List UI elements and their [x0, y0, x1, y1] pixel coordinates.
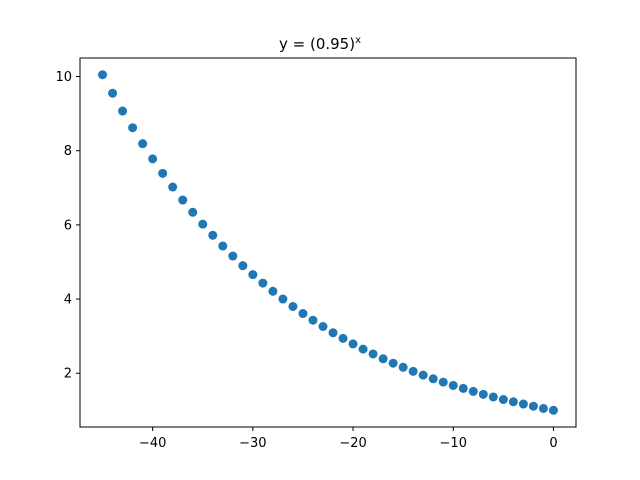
chart-title-superscript: x	[355, 35, 361, 46]
data-point	[448, 380, 458, 390]
data-point	[288, 301, 298, 311]
data-point	[198, 219, 208, 229]
data-point	[238, 261, 248, 271]
y-tick-label: 4	[64, 293, 72, 308]
data-point	[538, 403, 548, 413]
data-point	[218, 241, 228, 251]
data-point	[418, 370, 428, 380]
data-point	[168, 182, 178, 192]
data-point	[488, 392, 498, 402]
data-point	[378, 354, 388, 364]
chart-title: y = (0.95)x	[279, 35, 361, 53]
data-point	[158, 168, 168, 178]
data-point	[438, 377, 448, 387]
data-point	[478, 389, 488, 399]
plot-frame	[79, 57, 577, 428]
y-axis-ticks: 2 4 6 8 10	[55, 70, 80, 382]
data-point	[328, 328, 338, 338]
x-tick-label: −30	[239, 436, 266, 451]
y-tick-label: 6	[64, 218, 72, 233]
data-point	[278, 294, 288, 304]
data-point	[308, 315, 318, 325]
x-tick-label: 0	[549, 436, 557, 451]
data-point	[388, 358, 398, 368]
data-point	[108, 88, 118, 98]
data-point	[358, 344, 368, 354]
data-point	[318, 322, 328, 331]
data-point	[248, 270, 258, 280]
chart-title-main: y = (0.95)	[279, 35, 355, 53]
data-point	[118, 106, 128, 116]
data-point	[178, 195, 188, 205]
data-point	[348, 339, 358, 349]
data-point	[98, 70, 108, 80]
x-axis-ticks: −40 −30 −20 −10 0	[139, 427, 558, 451]
y-tick-label: 10	[55, 70, 72, 85]
data-point	[368, 349, 378, 359]
x-tick-label: −20	[339, 436, 366, 451]
data-points	[98, 70, 558, 415]
data-point	[268, 286, 278, 296]
x-tick-label: −40	[139, 436, 166, 451]
y-tick-label: 2	[64, 367, 72, 382]
data-point	[398, 362, 408, 372]
data-point	[428, 374, 438, 384]
data-point	[138, 139, 148, 149]
data-point	[458, 383, 468, 393]
data-point	[518, 399, 528, 409]
data-point	[298, 309, 308, 319]
x-tick-label: −10	[440, 436, 467, 451]
data-point	[128, 123, 138, 133]
data-point	[188, 207, 198, 217]
data-point	[508, 397, 518, 407]
data-point	[338, 333, 348, 343]
data-point	[498, 395, 508, 405]
data-point	[148, 154, 158, 164]
data-point	[468, 386, 478, 396]
data-point	[548, 405, 558, 415]
data-point	[228, 251, 238, 261]
data-point	[258, 278, 268, 288]
y-tick-label: 8	[64, 144, 72, 159]
data-point	[208, 230, 218, 240]
data-point	[528, 401, 538, 411]
data-point	[408, 366, 418, 376]
